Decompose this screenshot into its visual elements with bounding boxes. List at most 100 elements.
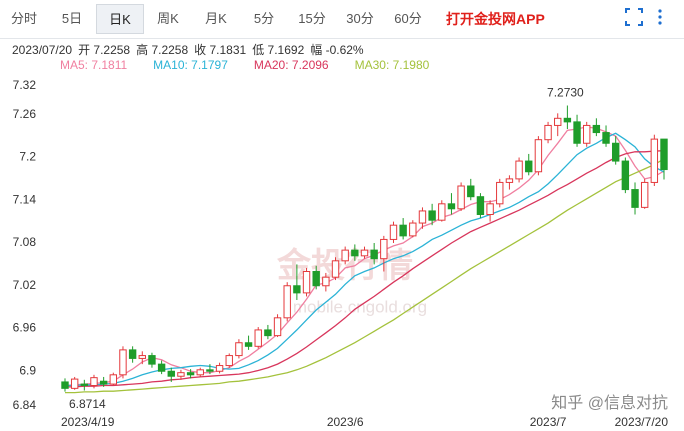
info-item: 低 7.1692 [252, 43, 305, 57]
max-label: 7.2730 [547, 86, 584, 100]
tab[interactable]: 周K [157, 11, 179, 26]
y-tick-label: 7.26 [13, 107, 37, 121]
candle-body [418, 210, 427, 224]
toolbar: 分时 5日 日K 周K 月K 5分 15分 30分 60分 打开金投网APP [0, 0, 684, 39]
candle-body [186, 372, 195, 376]
candle-body [283, 285, 291, 319]
x-tick-label: 2023/4/19 [61, 415, 115, 429]
candle-body [409, 222, 417, 237]
candle-body [505, 178, 514, 183]
tab[interactable]: 5分 [253, 11, 275, 26]
y-tick-label: 6.9 [19, 363, 36, 377]
fullscreen-icon[interactable] [625, 8, 643, 26]
tab[interactable]: 分时 [10, 11, 37, 26]
toolbar-icons [625, 8, 662, 26]
legend-entry: MA10: 7.1797 [153, 58, 228, 72]
tab[interactable]: 30分 [346, 11, 374, 26]
candle-body [428, 210, 436, 221]
y-tick-label: 7.02 [13, 278, 37, 292]
candle-body [573, 121, 581, 144]
tab[interactable]: 月K [205, 11, 227, 26]
info-item: 收 7.1831 [194, 43, 247, 57]
candle-body [631, 189, 639, 208]
candle-body [351, 249, 359, 257]
info-item: 高 7.2258 [136, 43, 189, 57]
tab[interactable]: 5日 [61, 11, 83, 26]
candle-body [225, 355, 233, 367]
candle-body [215, 365, 224, 372]
candle-body [370, 249, 378, 260]
candle-body [563, 117, 572, 123]
candle-body [61, 381, 69, 389]
candle-body [235, 342, 243, 357]
candle-body [525, 160, 533, 173]
candle-body [447, 203, 456, 210]
candle-body [109, 374, 118, 385]
candle-body [331, 260, 340, 278]
candle-body [496, 181, 504, 205]
tab[interactable]: 60分 [394, 11, 422, 26]
candle-body [389, 224, 398, 240]
y-tick-label: 7.32 [13, 78, 37, 92]
candle-body [592, 124, 601, 134]
candle-body [196, 369, 204, 376]
candle-body [302, 271, 311, 294]
candle-body [544, 124, 552, 141]
legend-entry: MA20: 7.2096 [253, 58, 329, 72]
candle-body [602, 132, 610, 144]
y-tick-label: 7.14 [13, 192, 37, 206]
info-item: 开 7.2258 [78, 43, 131, 57]
candle-body [148, 355, 156, 365]
candle-body [554, 117, 562, 126]
candle-body [177, 372, 185, 377]
quote-info: 2023/07/20 开 7.2258 高 7.2258 收 7.1831 低 7.16… [12, 41, 370, 58]
app-link[interactable]: 打开金投网APP [446, 11, 545, 27]
y-tick-label: 7.2 [19, 150, 36, 164]
candle-body [457, 185, 465, 210]
candle-body [90, 377, 98, 387]
credit: 知乎 @信息对抗 [551, 394, 668, 412]
tab[interactable]: 15分 [298, 11, 326, 26]
candle-body [467, 185, 475, 198]
ma-line [65, 158, 665, 394]
candle-body [515, 160, 523, 180]
candle-body [360, 249, 369, 257]
candle-body [128, 349, 137, 359]
candle-body [157, 363, 166, 372]
candle-body [438, 203, 446, 221]
legend-entry: MA30: 7.1980 [354, 58, 430, 72]
candle-body [640, 181, 649, 208]
candle-body [206, 369, 214, 372]
candle-body [583, 124, 591, 144]
candle-body [380, 238, 388, 260]
candle-body [534, 139, 543, 173]
candle-body [312, 271, 320, 287]
candle-body [80, 383, 89, 387]
candle-body [99, 380, 108, 385]
candle-body [119, 349, 127, 376]
tab[interactable]: 日K [96, 4, 144, 34]
x-tick-label: 2023/7 [530, 415, 567, 429]
candle-body [293, 285, 301, 294]
y-tick-label: 6.96 [13, 321, 37, 335]
info-item: 2023/07/20 [12, 43, 73, 57]
y-tick-label: 7.08 [13, 235, 37, 249]
candle-body [650, 138, 659, 183]
more-icon[interactable] [658, 9, 662, 25]
candle-body [264, 329, 272, 337]
x-tick-label: 2023/6 [327, 415, 364, 429]
candle-body [138, 355, 146, 359]
legend-entry: MA5: 7.1811 [60, 58, 128, 72]
candle-body [660, 138, 668, 171]
candle-body [476, 196, 485, 215]
candle-body [244, 342, 253, 347]
candle-body [341, 249, 349, 262]
x-tick-label: 2023/7/20 [615, 415, 669, 429]
min-label: 6.8714 [69, 397, 106, 411]
y-tick-label: 6.84 [13, 398, 37, 412]
candle-body [322, 276, 330, 287]
ma-line [65, 150, 665, 388]
candle-body [611, 142, 620, 162]
